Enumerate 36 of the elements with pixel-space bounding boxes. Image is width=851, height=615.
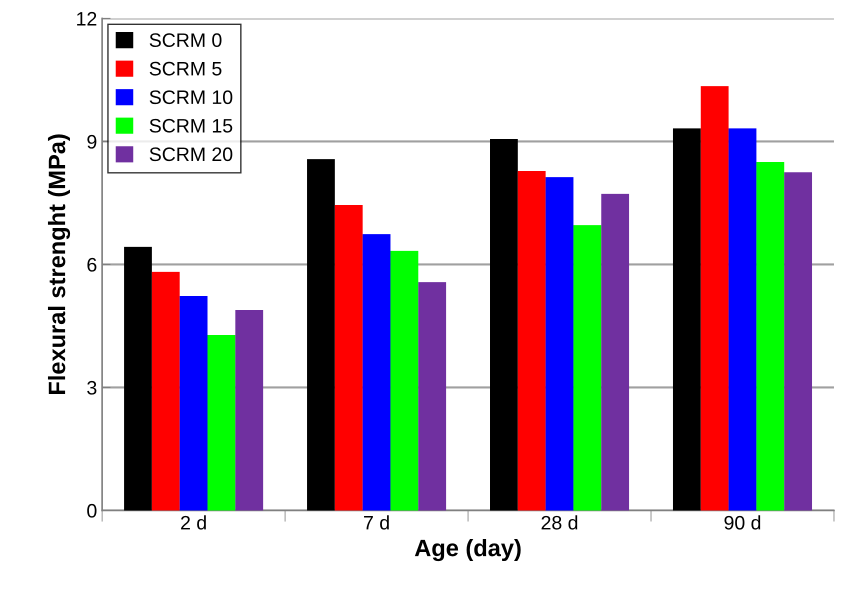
bar — [307, 159, 335, 510]
x-tick-label: 2 d — [181, 515, 206, 530]
y-tick-label: 6 — [87, 258, 96, 272]
legend-label: SCRM 5 — [150, 62, 222, 76]
bar — [700, 86, 729, 510]
y-axis-title: Flexural strenght (MPa) — [48, 134, 70, 394]
legend-label: SCRM 0 — [150, 33, 222, 48]
bar — [208, 334, 236, 510]
bar — [418, 282, 446, 510]
x-tick-label: 7 d — [364, 515, 389, 530]
x-tick-label: 28 d — [542, 515, 578, 530]
bar — [390, 250, 418, 510]
bar — [728, 128, 756, 510]
x-tick-label: 90 d — [724, 515, 760, 530]
bar — [124, 246, 152, 510]
bar — [180, 296, 208, 510]
bar — [152, 272, 180, 510]
y-tick-label: 0 — [87, 504, 96, 518]
x-axis-title: Age (day) — [414, 538, 521, 562]
bar — [784, 172, 812, 510]
y-tick-label: 12 — [77, 12, 96, 26]
bar — [601, 194, 630, 510]
y-tick-label: 9 — [87, 134, 96, 149]
legend-label: SCRM 10 — [150, 90, 232, 104]
bar — [334, 205, 363, 510]
legend-label: SCRM 15 — [150, 118, 232, 133]
bar — [756, 162, 784, 510]
bar — [672, 128, 701, 510]
bar — [546, 177, 574, 510]
legend-label: SCRM 20 — [150, 147, 232, 162]
y-tick-label: 3 — [87, 380, 96, 395]
bar — [362, 234, 390, 510]
bar — [518, 170, 546, 510]
bar — [490, 138, 518, 510]
bar — [573, 225, 602, 510]
bar — [235, 310, 264, 510]
